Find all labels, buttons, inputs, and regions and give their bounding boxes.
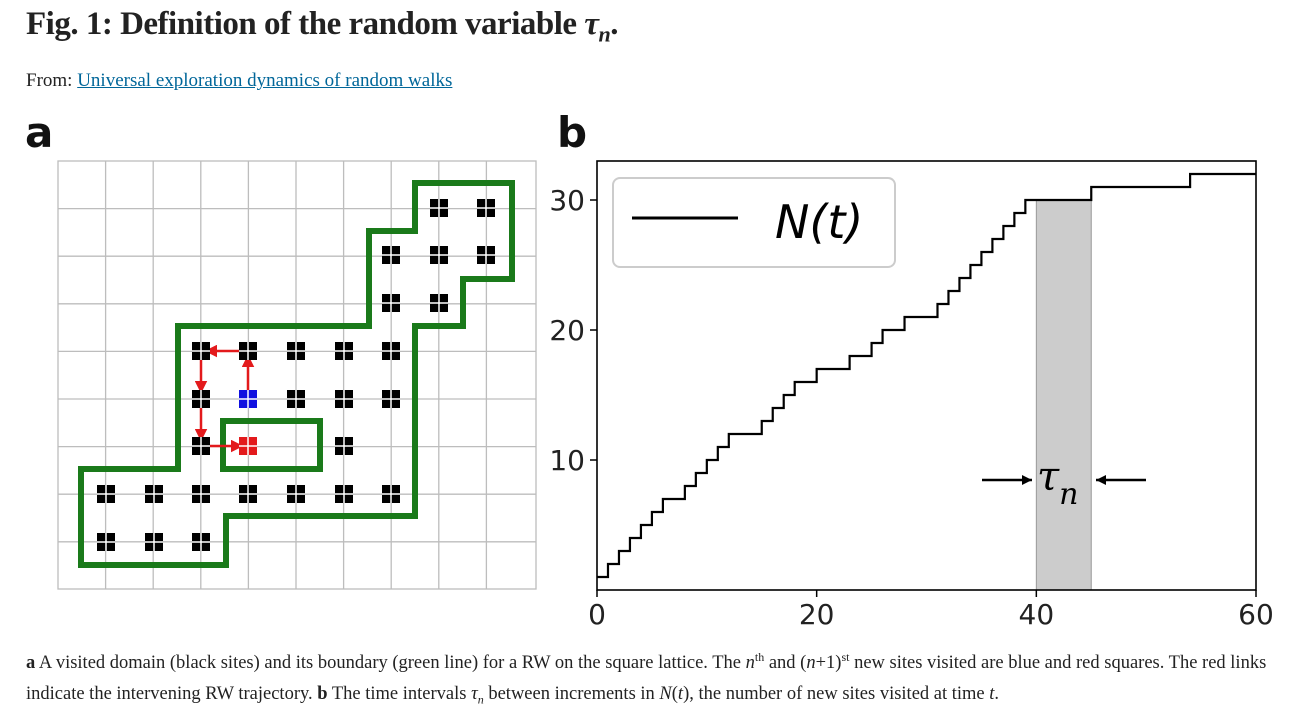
y-tick-label: 10 — [549, 444, 585, 477]
x-tick-label: 0 — [588, 598, 606, 631]
y-tick-label: 20 — [549, 314, 585, 347]
visited-site — [192, 342, 210, 360]
visited-site — [477, 246, 495, 264]
visited-site — [382, 390, 400, 408]
title-tau-subscript: n — [598, 21, 611, 47]
visited-site — [382, 294, 400, 312]
visited-site — [192, 485, 210, 503]
lattice-grid — [57, 160, 537, 590]
visited-site — [430, 246, 448, 264]
visited-site — [287, 390, 305, 408]
visited-site — [430, 199, 448, 217]
visited-site — [239, 485, 257, 503]
x-tick-label: 40 — [1019, 598, 1055, 631]
next-new-site — [239, 437, 257, 455]
domain-boundary — [78, 180, 515, 568]
series-n-of-t — [597, 172, 1256, 579]
title-text: Fig. 1: Definition of the random variabl… — [26, 6, 585, 42]
from-label: From: — [26, 70, 78, 91]
y-tick-label: 30 — [549, 184, 585, 217]
visited-site — [145, 485, 163, 503]
visited-site — [335, 485, 353, 503]
visited-site — [287, 485, 305, 503]
tau-interval-shade — [1035, 199, 1092, 591]
visited-site — [145, 533, 163, 551]
panel-a-label: a — [25, 108, 54, 157]
visited-site — [335, 390, 353, 408]
title-period: . — [610, 6, 618, 42]
lattice-diagram — [57, 160, 537, 590]
visited-site — [192, 437, 210, 455]
source-line: From: Universal exploration dynamics of … — [26, 70, 452, 92]
visited-site — [192, 533, 210, 551]
tau-annotation: τn — [982, 454, 1146, 512]
legend-frame — [612, 177, 896, 268]
visited-site — [382, 485, 400, 503]
visited-site — [477, 199, 495, 217]
figure-title: Fig. 1: Definition of the random variabl… — [26, 6, 618, 48]
visited-site — [382, 342, 400, 360]
panel-b-label: b — [557, 108, 588, 157]
figure-caption: a A visited domain (black sites) and its… — [26, 649, 1267, 707]
visited-site — [430, 294, 448, 312]
x-tick-label: 20 — [799, 598, 835, 631]
article-link[interactable]: Universal exploration dynamics of random… — [77, 70, 453, 91]
axis-ticks: 0 20 40 60 10 20 30 — [549, 184, 1273, 631]
legend-box: N(t) — [612, 177, 896, 268]
title-tau: τ — [584, 6, 599, 42]
visited-sites — [97, 199, 495, 551]
legend-label: N(t) — [775, 195, 863, 249]
visited-site — [97, 485, 115, 503]
nth-new-site — [239, 390, 257, 408]
step-chart: 0 20 40 60 10 20 30 N(t) τn — [549, 160, 1274, 631]
visited-site — [192, 390, 210, 408]
visited-site — [335, 437, 353, 455]
plot-frame — [596, 160, 1257, 591]
visited-site — [287, 342, 305, 360]
visited-site — [97, 533, 115, 551]
visited-site — [239, 342, 257, 360]
visited-site — [335, 342, 353, 360]
visited-site — [382, 246, 400, 264]
tau-label: τn — [1037, 454, 1078, 512]
x-tick-label: 60 — [1238, 598, 1274, 631]
